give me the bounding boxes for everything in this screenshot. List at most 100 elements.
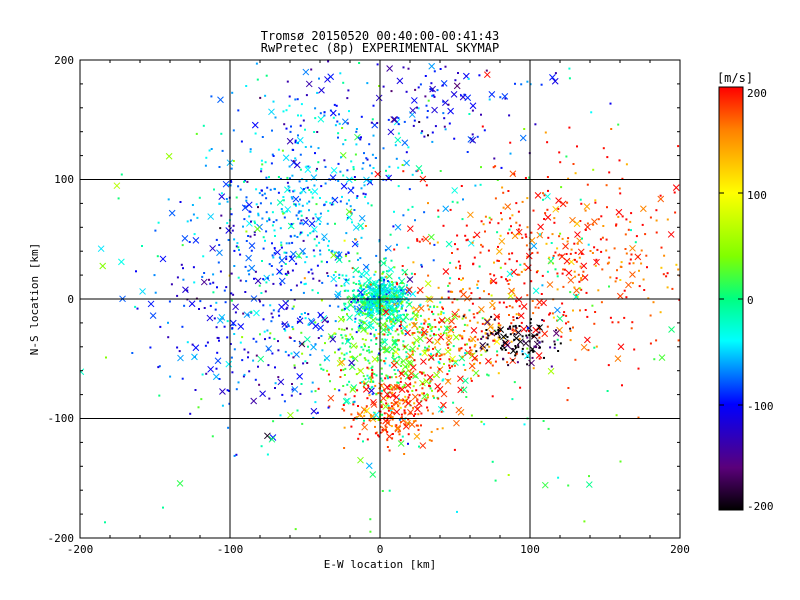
data-point	[321, 281, 324, 284]
data-point	[479, 362, 482, 365]
data-point	[297, 211, 300, 214]
data-point	[455, 266, 457, 269]
data-point	[363, 296, 366, 299]
data-point	[340, 156, 343, 159]
data-point	[458, 277, 460, 280]
data-point-x-marker	[546, 281, 554, 288]
data-point	[391, 416, 394, 419]
data-point	[507, 190, 510, 192]
data-point	[364, 378, 367, 381]
data-point	[638, 269, 640, 272]
data-point	[418, 121, 421, 123]
data-point	[411, 350, 414, 353]
data-point-x-marker	[352, 224, 360, 231]
data-point	[397, 333, 400, 336]
data-point-x-marker	[415, 164, 423, 172]
data-point-x-marker	[358, 214, 366, 222]
data-point	[258, 192, 261, 195]
data-point	[642, 278, 645, 281]
data-point	[480, 243, 483, 246]
data-point	[377, 434, 379, 437]
data-point	[380, 317, 383, 320]
data-point-x-marker	[416, 286, 424, 294]
data-point	[167, 336, 170, 339]
data-point-x-marker	[232, 303, 239, 311]
data-point	[447, 336, 450, 339]
data-point	[502, 206, 505, 209]
data-point	[312, 217, 315, 220]
data-point	[398, 402, 401, 405]
data-point	[354, 153, 357, 156]
data-point	[508, 258, 511, 261]
data-point	[385, 429, 387, 431]
data-point	[268, 263, 271, 266]
data-point	[274, 366, 276, 369]
data-point	[431, 89, 434, 92]
data-point	[291, 388, 294, 391]
data-point	[247, 356, 249, 359]
data-point	[400, 305, 403, 308]
data-point	[280, 208, 283, 210]
data-point	[540, 83, 543, 86]
data-point	[283, 216, 286, 219]
data-point	[352, 403, 355, 406]
data-point	[356, 301, 359, 304]
data-point	[385, 303, 388, 306]
data-point	[582, 270, 585, 273]
data-point	[279, 256, 281, 259]
data-point	[501, 348, 504, 351]
data-point-x-marker	[241, 204, 249, 212]
data-point	[538, 331, 541, 334]
data-point	[493, 261, 495, 264]
data-point	[526, 80, 529, 83]
data-point	[314, 107, 317, 110]
data-point	[375, 254, 378, 257]
data-point	[359, 353, 361, 356]
data-point	[485, 69, 488, 72]
data-point-x-marker	[268, 108, 275, 116]
data-point	[510, 231, 513, 234]
data-point	[432, 375, 435, 378]
data-point-x-marker	[254, 225, 261, 233]
data-point	[387, 331, 390, 334]
data-point	[312, 277, 315, 280]
data-point	[346, 169, 349, 172]
data-point	[352, 168, 355, 171]
data-point	[287, 270, 289, 273]
data-point-x-marker	[380, 259, 387, 267]
data-point	[546, 208, 549, 211]
data-point	[388, 291, 391, 294]
data-point-x-marker	[336, 359, 344, 367]
data-point	[396, 328, 399, 331]
data-point	[423, 135, 426, 138]
data-point-x-marker	[488, 91, 496, 98]
data-point	[545, 242, 548, 245]
data-point-x-marker	[375, 94, 383, 102]
data-point	[354, 238, 357, 241]
data-point	[427, 134, 429, 137]
data-point-x-marker	[549, 74, 556, 81]
data-point	[476, 287, 479, 289]
data-point	[556, 288, 559, 291]
data-point	[542, 420, 545, 422]
data-point	[392, 289, 395, 292]
data-point	[390, 411, 393, 413]
data-point-x-marker	[382, 308, 390, 316]
data-point	[233, 454, 236, 457]
data-point	[511, 348, 514, 350]
data-point	[235, 245, 238, 248]
data-point	[521, 353, 524, 356]
data-point	[515, 326, 518, 329]
data-point	[354, 307, 357, 310]
data-point	[389, 407, 392, 410]
data-point	[268, 336, 271, 339]
data-point	[394, 373, 397, 375]
data-point-x-marker	[365, 462, 373, 470]
data-point	[423, 211, 426, 214]
data-point	[318, 241, 321, 244]
data-point	[542, 319, 545, 322]
data-point	[466, 352, 469, 355]
data-point	[406, 284, 408, 287]
data-point	[235, 453, 238, 456]
data-point	[389, 332, 392, 335]
